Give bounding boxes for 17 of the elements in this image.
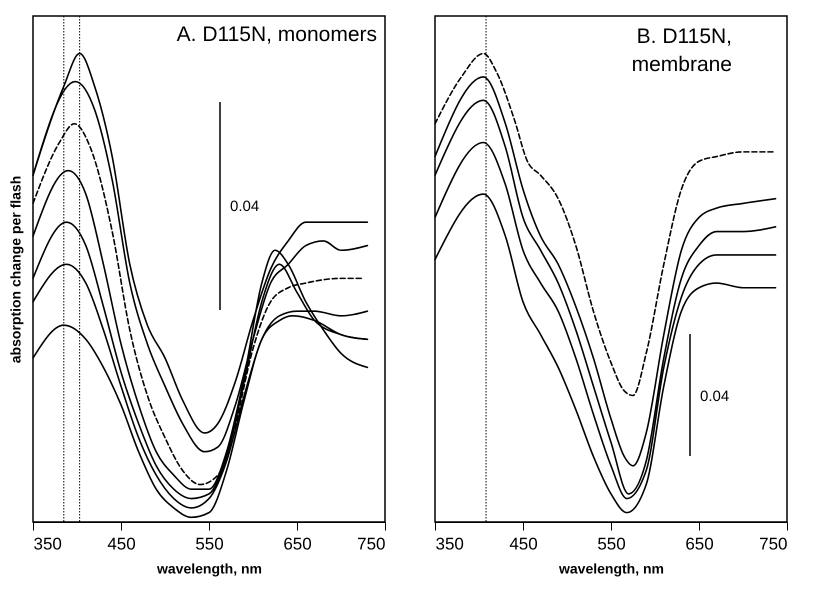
chart-title: A. D115N, monomers bbox=[176, 23, 377, 46]
x-tick-label: 350 bbox=[34, 534, 62, 554]
x-tick-label: 550 bbox=[195, 534, 224, 554]
x-axis-title: wavelength, nm bbox=[558, 560, 664, 576]
x-tick-label: 650 bbox=[685, 534, 714, 554]
annotation: 0.04 bbox=[230, 198, 260, 215]
x-tick-label: 750 bbox=[759, 534, 788, 554]
x-tick-label: 650 bbox=[283, 534, 312, 554]
x-tick-label: 450 bbox=[509, 534, 538, 554]
x-tick-label: 750 bbox=[357, 534, 386, 554]
x-tick-label: 450 bbox=[107, 534, 136, 554]
x-axis-title: wavelength, nm bbox=[156, 560, 262, 576]
x-tick-label: 350 bbox=[436, 534, 464, 554]
chart-title: B. D115N, membrane bbox=[632, 25, 732, 76]
x-tick-label: 550 bbox=[597, 534, 626, 554]
y-axis-title: absorption change per flash bbox=[8, 176, 24, 364]
annotation: 0.04 bbox=[700, 388, 730, 405]
